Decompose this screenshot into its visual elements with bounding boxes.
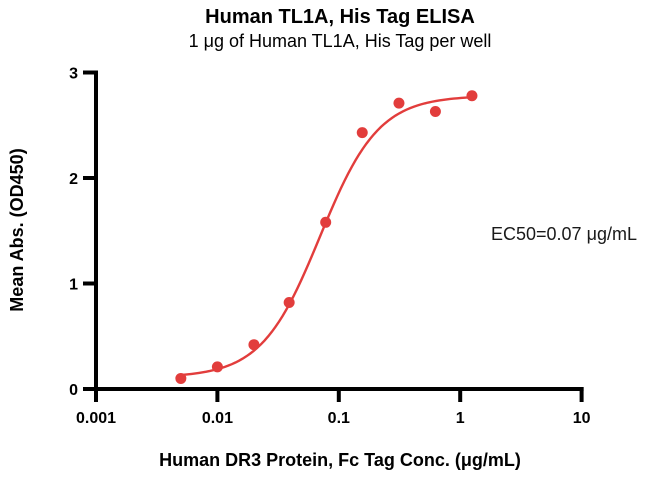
data-point [429, 106, 441, 118]
data-point [248, 339, 260, 351]
x-tick-label: 0.1 [328, 410, 350, 427]
ec50-annotation: EC50=0.07 μg/mL [491, 224, 637, 244]
y-tick-label: 0 [69, 382, 78, 399]
x-axis-ticks: 0.001 0.01 0.1 1 10 [76, 387, 591, 427]
y-axis-label: Mean Abs. (OD450) [7, 148, 27, 311]
data-point [283, 296, 295, 308]
data-point [356, 127, 368, 139]
y-tick-label: 1 [69, 277, 78, 294]
x-tick-label: 0.01 [202, 410, 233, 427]
chart-title: Human TL1A, His Tag ELISA [205, 6, 475, 28]
data-point [320, 216, 332, 228]
chart-subtitle: 1 μg of Human TL1A, His Tag per well [189, 31, 492, 51]
x-tick-label: 10 [573, 410, 591, 427]
y-tick-label: 3 [69, 66, 78, 83]
x-tick-label: 1 [456, 410, 465, 427]
y-tick-label: 2 [69, 171, 78, 188]
x-tick-label: 0.001 [76, 410, 116, 427]
fit-curve [179, 96, 474, 377]
x-axis-label: Human DR3 Protein, Fc Tag Conc. (μg/mL) [159, 450, 521, 470]
y-axis-ticks: 0 1 2 3 [69, 66, 98, 399]
data-point [175, 372, 187, 384]
data-point [466, 90, 478, 102]
data-points [175, 90, 478, 384]
data-point [393, 97, 405, 109]
data-point [211, 361, 223, 373]
